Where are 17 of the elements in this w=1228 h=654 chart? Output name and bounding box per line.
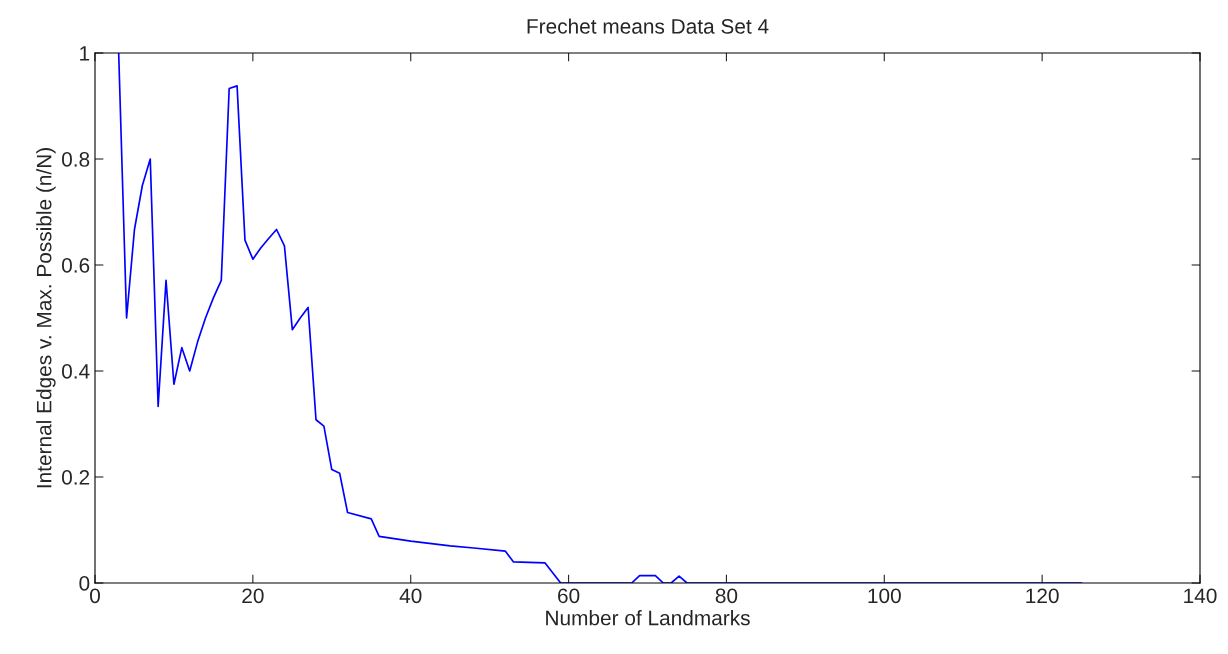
y-tick-label: 0.6 [61, 258, 90, 273]
y-tick-label: 1 [80, 46, 90, 61]
x-axis-title: Number of Landmarks [546, 610, 750, 626]
x-tick-label: 100 [868, 588, 901, 604]
y-tick-label: 0.2 [61, 470, 90, 485]
y-axis-title: Internal Edges v. Max. Possible (n/N) [36, 148, 56, 488]
y-tick-label: 0.8 [61, 152, 90, 167]
x-tick-label: 0 [90, 588, 100, 604]
x-tick-label: 40 [399, 588, 422, 604]
x-tick-label: 80 [715, 588, 738, 604]
y-tick-label: 0.4 [61, 364, 90, 379]
x-tick-label: 120 [1026, 588, 1059, 604]
x-tick-label: 140 [1184, 588, 1217, 604]
x-tick-label: 20 [242, 588, 264, 604]
x-tick-label: 60 [558, 588, 580, 604]
y-tick-label: 0 [79, 576, 90, 591]
chart-title: Frechet means Data Set 4 [527, 18, 769, 34]
